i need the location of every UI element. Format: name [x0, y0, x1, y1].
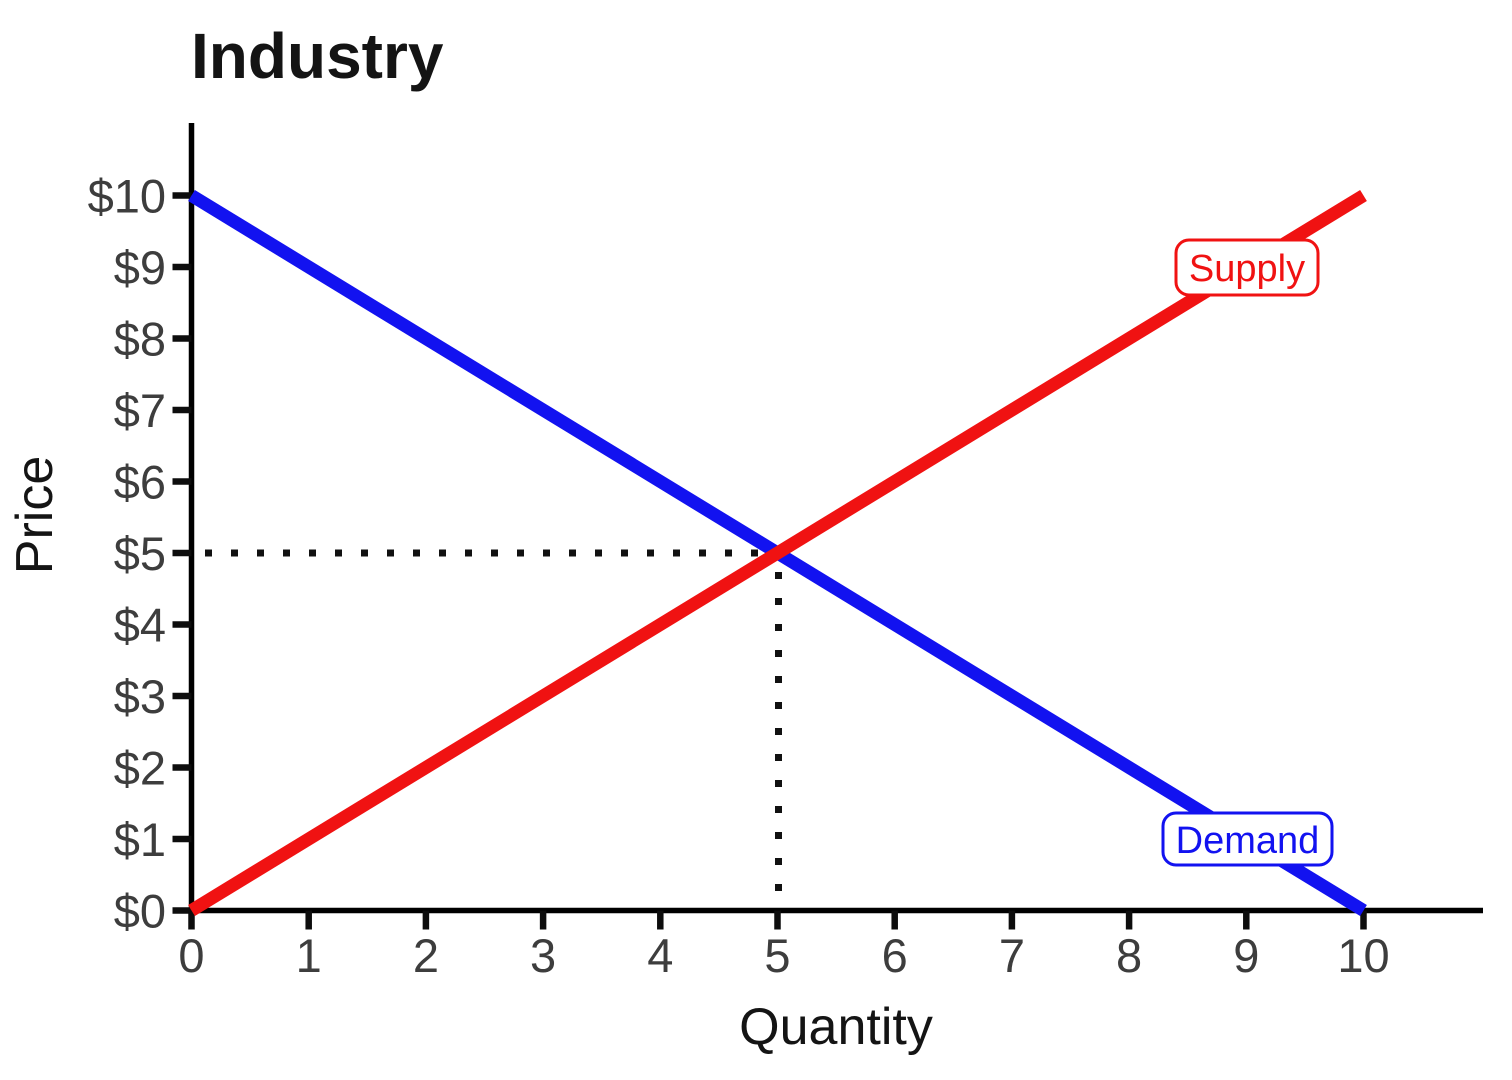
y-tick-label: $10 [88, 170, 166, 223]
x-tick-label: 10 [1337, 929, 1389, 982]
demand-label: Demand [1161, 811, 1334, 867]
y-tick-label: $0 [114, 885, 166, 938]
y-axis-ticks [172, 192, 192, 914]
x-tick-label: 1 [296, 929, 322, 982]
supply-curve [188, 189, 1367, 917]
demand-label-text: Demand [1176, 820, 1320, 862]
y-tick-label: $6 [114, 456, 166, 509]
x-tick-label: 5 [764, 929, 790, 982]
y-axis-tick-labels: $0 $1 $2 $3 $4 $5 $6 $7 $8 $9 $10 [88, 170, 166, 938]
chart-title: Industry [191, 20, 444, 92]
x-tick-label: 7 [999, 929, 1025, 982]
y-tick-label: $4 [114, 599, 166, 652]
x-tick-label: 2 [413, 929, 439, 982]
x-tick-label: 9 [1233, 929, 1259, 982]
supply-label-text: Supply [1189, 248, 1305, 290]
y-tick-label: $9 [114, 241, 166, 294]
y-tick-label: $2 [114, 742, 166, 795]
y-tick-label: $3 [114, 670, 166, 723]
y-tick-label: $5 [114, 527, 166, 580]
x-axis-ticks [188, 910, 1367, 930]
equilibrium-guides [205, 549, 782, 907]
x-tick-label: 3 [530, 929, 556, 982]
x-tick-label: 4 [647, 929, 673, 982]
x-axis-tick-labels: 0 1 2 3 4 5 6 7 8 9 10 [178, 929, 1389, 982]
x-tick-label: 0 [178, 929, 204, 982]
y-tick-label: $7 [114, 384, 166, 437]
y-tick-label: $1 [114, 813, 166, 866]
y-axis-title: Price [6, 456, 64, 574]
series-lines [188, 189, 1367, 917]
x-axis-title: Quantity [739, 998, 933, 1056]
supply-label-box [1174, 238, 1320, 297]
axes [188, 123, 1483, 914]
x-tick-label: 8 [1116, 929, 1142, 982]
supply-label: Supply [1174, 238, 1320, 297]
demand-label-box [1161, 811, 1334, 867]
x-tick-label: 6 [882, 929, 908, 982]
y-tick-label: $8 [114, 313, 166, 366]
